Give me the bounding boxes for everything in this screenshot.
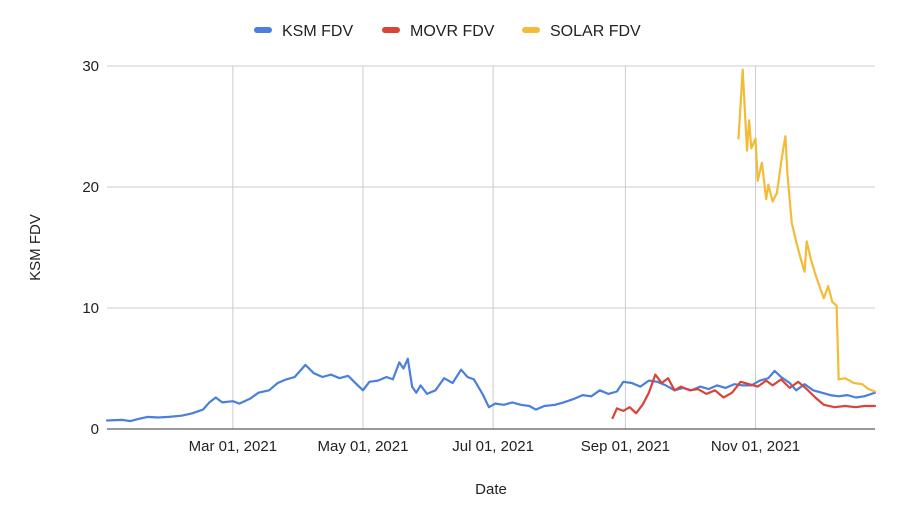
series-line-solar-fdv — [737, 68, 877, 393]
y-tick-label-20: 20 — [82, 179, 99, 196]
y-tick-label-0: 0 — [91, 421, 99, 438]
y-tick-label-10: 10 — [82, 300, 99, 317]
legend-label-ksm-fdv: KSM FDV — [282, 23, 353, 40]
legend-label-movr-fdv: MOVR FDV — [410, 23, 495, 40]
y-axis-title: KSM FDV — [27, 214, 44, 281]
legend-swatch-solar-fdv — [522, 27, 540, 33]
series-lines — [105, 68, 877, 423]
x-tick-label-1: May 01, 2021 — [318, 438, 409, 455]
series-line-ksm-fdv — [105, 357, 877, 423]
x-axis-title: Date — [475, 481, 507, 498]
x-tick-label-3: Sep 01, 2021 — [581, 438, 670, 455]
y-tick-label-30: 30 — [82, 58, 99, 75]
gridlines — [107, 65, 875, 429]
tick-labels: 0 10 20 30 Mar 01, 2021 May 01, 2021 Jul 01, 2… — [82, 58, 800, 455]
legend: KSM FDV MOVR FDV SOLAR FDV — [254, 23, 641, 40]
legend-swatch-movr-fdv — [382, 27, 400, 33]
x-tick-label-4: Nov 01, 2021 — [711, 438, 800, 455]
x-tick-label-0: Mar 01, 2021 — [189, 438, 277, 455]
legend-swatch-ksm-fdv — [254, 27, 272, 33]
legend-label-solar-fdv: SOLAR FDV — [550, 23, 641, 40]
series-line-movr-fdv — [611, 373, 877, 420]
x-tick-label-2: Jul 01, 2021 — [452, 438, 534, 455]
